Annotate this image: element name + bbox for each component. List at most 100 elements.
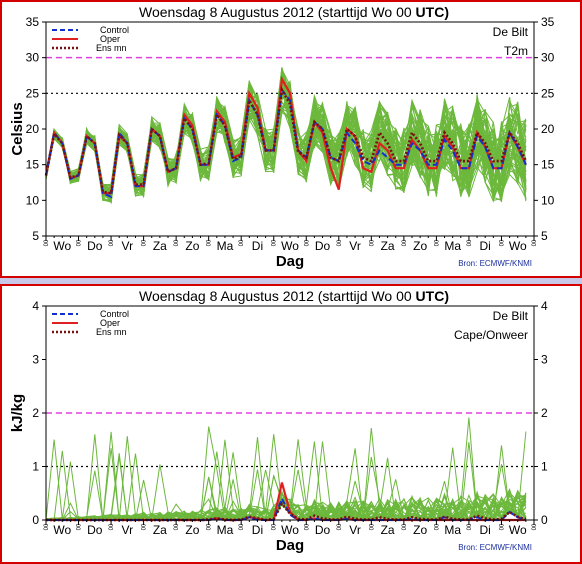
- x-hour-label: 00: [174, 523, 180, 530]
- x-day-label: Za: [153, 523, 167, 537]
- legend-label: Ens mn: [96, 43, 127, 53]
- series-line-control: [45, 87, 527, 199]
- cape-chart: Woensdag 8 Augustus 2012 (starttijd Wo 0…: [9, 288, 548, 554]
- x-day-label: Ma: [217, 239, 234, 253]
- y-tick-label: 10: [26, 193, 40, 207]
- temperature-chart-panel: Woensdag 8 Augustus 2012 (starttijd Wo 0…: [0, 0, 582, 278]
- x-day-label: Za: [381, 239, 395, 253]
- ensemble-member-line: [45, 77, 527, 196]
- x-day-label: Di: [252, 239, 263, 253]
- x-day-label: Do: [87, 239, 103, 253]
- x-day-label: Wo: [281, 523, 299, 537]
- y-tick-label: 20: [541, 122, 555, 136]
- x-day-label: Di: [252, 523, 263, 537]
- x-day-label: Ma: [444, 239, 461, 253]
- station-label: De Bilt: [493, 309, 529, 323]
- x-day-label: Zo: [185, 239, 199, 253]
- x-hour-label: 00: [499, 523, 505, 530]
- legend-label: Ens mn: [96, 327, 127, 337]
- x-day-label: Za: [153, 239, 167, 253]
- x-hour-label: 00: [272, 523, 278, 530]
- source-label: Bron: ECMWF/KNMI: [458, 259, 532, 268]
- x-day-label: Za: [381, 523, 395, 537]
- chart-title-suffix: UTC): [416, 4, 449, 20]
- y-tick-label: 10: [541, 193, 555, 207]
- x-hour-label: 00: [77, 523, 83, 530]
- x-hour-label: 00: [77, 239, 83, 246]
- x-hour-label: 00: [337, 239, 343, 246]
- x-hour-label: 00: [402, 523, 408, 530]
- x-hour-label: 00: [109, 523, 115, 530]
- x-hour-label: 00: [44, 523, 50, 530]
- x-day-label: Vr: [122, 239, 134, 253]
- x-hour-label: 00: [467, 239, 473, 246]
- x-hour-label: 00: [532, 239, 538, 246]
- y-tick-label: 3: [541, 353, 548, 367]
- variable-label: T2m: [504, 44, 528, 58]
- y-tick-label: 2: [541, 406, 548, 420]
- x-hour-label: 00: [207, 523, 213, 530]
- x-hour-label: 00: [402, 239, 408, 246]
- ensemble-member-line: [45, 85, 527, 196]
- y-tick-label: 35: [26, 15, 40, 29]
- chart-title-prefix: Woensdag 8 Augustus 2012 (starttijd Wo 0…: [139, 288, 416, 304]
- x-hour-label: 00: [337, 523, 343, 530]
- x-day-label: Di: [480, 523, 491, 537]
- x-day-label: Zo: [413, 239, 427, 253]
- y-tick-label: 1: [32, 460, 39, 474]
- station-label: De Bilt: [493, 25, 529, 39]
- chart-title-prefix: Woensdag 8 Augustus 2012 (starttijd Wo 0…: [139, 4, 416, 20]
- x-hour-label: 00: [44, 239, 50, 246]
- x-hour-label: 00: [369, 523, 375, 530]
- series-line-control: [46, 496, 527, 521]
- x-day-label: Wo: [53, 523, 71, 537]
- x-hour-label: 00: [499, 239, 505, 246]
- x-day-label: Vr: [349, 523, 361, 537]
- y-tick-label: 35: [541, 15, 555, 29]
- y-tick-label: 0: [32, 513, 39, 527]
- x-day-label: Zo: [413, 523, 427, 537]
- y-tick-label: 5: [541, 229, 548, 243]
- x-hour-label: 00: [142, 523, 148, 530]
- y-tick-label: 3: [32, 353, 39, 367]
- x-hour-label: 00: [109, 239, 115, 246]
- x-day-label: Do: [315, 239, 331, 253]
- x-day-label: Do: [87, 523, 103, 537]
- x-day-label: Ma: [444, 523, 461, 537]
- ensemble-member-line: [45, 85, 527, 205]
- x-axis-label: Dag: [276, 253, 304, 270]
- x-day-label: Wo: [509, 523, 527, 537]
- x-hour-label: 00: [304, 239, 310, 246]
- x-hour-label: 00: [532, 523, 538, 530]
- x-day-label: Do: [315, 523, 331, 537]
- series-line-ens-mn: [44, 85, 528, 195]
- x-day-label: Wo: [53, 239, 71, 253]
- x-hour-label: 00: [369, 239, 375, 246]
- x-day-label: Zo: [185, 523, 199, 537]
- y-tick-label: 30: [541, 51, 555, 65]
- x-hour-label: 00: [467, 523, 473, 530]
- chart-title: Woensdag 8 Augustus 2012 (starttijd Wo 0…: [139, 4, 449, 20]
- legend-label: Control: [100, 309, 129, 319]
- y-tick-label: 2: [32, 406, 39, 420]
- x-hour-label: 00: [304, 523, 310, 530]
- x-day-label: Wo: [509, 239, 527, 253]
- y-tick-label: 25: [26, 86, 40, 100]
- x-hour-label: 00: [207, 239, 213, 246]
- y-tick-label: 4: [32, 299, 39, 313]
- x-axis-label: Dag: [276, 537, 304, 554]
- x-hour-label: 00: [434, 523, 440, 530]
- ensemble-member-line: [45, 92, 527, 195]
- x-day-label: Di: [480, 239, 491, 253]
- x-hour-label: 00: [174, 239, 180, 246]
- legend-label: Oper: [100, 318, 120, 328]
- chart-title: Woensdag 8 Augustus 2012 (starttijd Wo 0…: [139, 288, 449, 304]
- x-day-label: Ma: [217, 523, 234, 537]
- x-hour-label: 00: [239, 523, 245, 530]
- cape-chart-panel: Woensdag 8 Augustus 2012 (starttijd Wo 0…: [0, 284, 582, 564]
- x-hour-label: 00: [142, 239, 148, 246]
- variable-label: Cape/Onweer: [454, 328, 528, 342]
- y-tick-label: 0: [541, 513, 548, 527]
- y-axis-label: kJ/kg: [9, 394, 26, 432]
- chart-title-suffix: UTC): [416, 288, 449, 304]
